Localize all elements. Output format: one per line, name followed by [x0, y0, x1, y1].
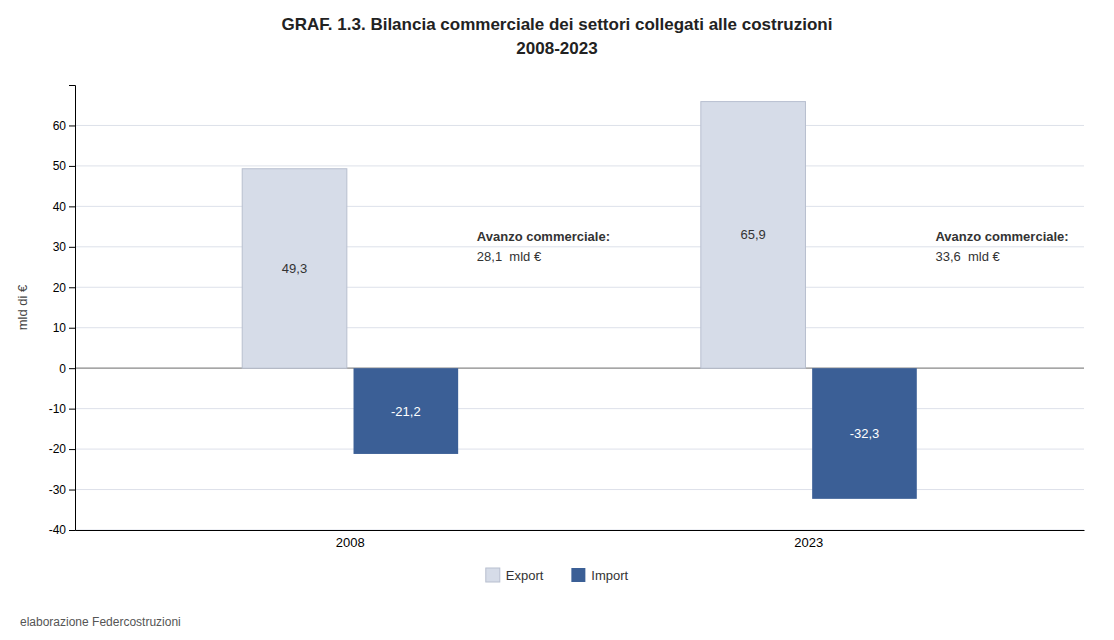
bar [701, 102, 806, 369]
y-tick: 60 [53, 119, 75, 133]
bars [242, 102, 917, 499]
x-tick: 2023 [794, 530, 823, 550]
y-tick-mark [69, 409, 75, 410]
title: GRAF. 1.3. Bilancia commerciale dei sett… [282, 15, 833, 34]
grid [75, 125, 1084, 530]
grid-line [75, 489, 1084, 490]
annotation: Avanzo commerciale: [935, 229, 1068, 244]
y-tick: -10 [49, 402, 75, 416]
footer: elaborazione Federcostruzioni [20, 615, 181, 629]
legend: Export Import [486, 568, 629, 583]
legend-label: Import [591, 568, 628, 583]
y-tick-label: 10 [53, 321, 67, 335]
y-tick-mark [69, 449, 75, 450]
x-axis: 2008 2023 [76, 530, 1085, 550]
zero-line [75, 368, 1084, 369]
y-tick-mark [69, 206, 75, 207]
y-tick-mark [69, 530, 75, 531]
chart: GRAF. 1.3. Bilancia commerciale dei sett… [0, 0, 1114, 640]
data-label: -32,3 [850, 426, 880, 441]
annotations: Avanzo commerciale: 28,1 mld € Avanzo comm… [477, 229, 1069, 264]
annotation: 33,6 mld € [935, 249, 1000, 264]
y-tick: 0 [59, 362, 75, 376]
y-axis-line [69, 86, 76, 531]
y-tick: 10 [53, 321, 75, 335]
x-tick-label: 2023 [794, 535, 823, 550]
x-tick-label: 2008 [336, 535, 365, 550]
grid-line [75, 449, 1084, 450]
legend-swatch [486, 568, 500, 582]
grid-line [75, 530, 1084, 531]
legend-item: Export [486, 568, 544, 583]
y-tick: 20 [53, 281, 75, 295]
bar [812, 368, 917, 499]
legend-item: Import [571, 568, 628, 583]
y-tick-label: 20 [53, 281, 67, 295]
y-axis-title: mld di € [15, 284, 30, 330]
grid-line [75, 408, 1084, 409]
grid-line [75, 206, 1084, 207]
legend-swatch [571, 568, 585, 582]
data-labels: 49,3 65,9 -21,2 -32,3 [282, 227, 879, 441]
y-tick-label: 40 [53, 200, 67, 214]
subtitle: 2008-2023 [516, 39, 597, 58]
grid-line [75, 246, 1084, 247]
y-tick-label: -30 [49, 483, 67, 497]
y-tick-mark [69, 328, 75, 329]
y-tick-mark [69, 125, 75, 126]
grid-line [75, 165, 1084, 166]
y-tick: -30 [49, 483, 75, 497]
annotation: Avanzo commerciale: [477, 229, 610, 244]
grid-line [75, 287, 1084, 288]
bar [242, 169, 347, 368]
y-tick: -40 [49, 523, 75, 537]
x-axis-line [76, 530, 1085, 531]
y-tick-label: -40 [49, 523, 67, 537]
data-label: 49,3 [282, 261, 307, 276]
y-tick: 40 [53, 200, 75, 214]
y-tick-mark [69, 247, 75, 248]
data-label: -21,2 [391, 404, 421, 419]
y-tick-mark [69, 490, 75, 491]
y-tick-mark [69, 368, 75, 369]
y-tick-label: -20 [49, 442, 67, 456]
y-tick: -20 [49, 442, 75, 456]
grid-line [75, 125, 1084, 126]
data-label: 65,9 [741, 227, 766, 242]
y-axis: -40 -30 -20 -10 0 10 20 30 40 50 60 [49, 86, 76, 538]
y-tick-label: 50 [53, 159, 67, 173]
y-tick-label: 30 [53, 240, 67, 254]
y-tick-mark [69, 166, 75, 167]
y-tick-mark [69, 287, 75, 288]
legend-label: Export [506, 568, 544, 583]
plot: 49,3 65,9 -21,2 -32,3 Avanzo commerciale: 28,… [15, 86, 1085, 551]
y-tick: 50 [53, 159, 75, 173]
x-tick: 2008 [336, 530, 365, 550]
bar [354, 368, 459, 454]
y-tick-label: 60 [53, 119, 67, 133]
y-tick-label: -10 [49, 402, 67, 416]
annotation: 28,1 mld € [477, 249, 542, 264]
y-tick: 30 [53, 240, 75, 254]
grid-line [75, 327, 1084, 328]
y-tick-label: 0 [59, 362, 66, 376]
